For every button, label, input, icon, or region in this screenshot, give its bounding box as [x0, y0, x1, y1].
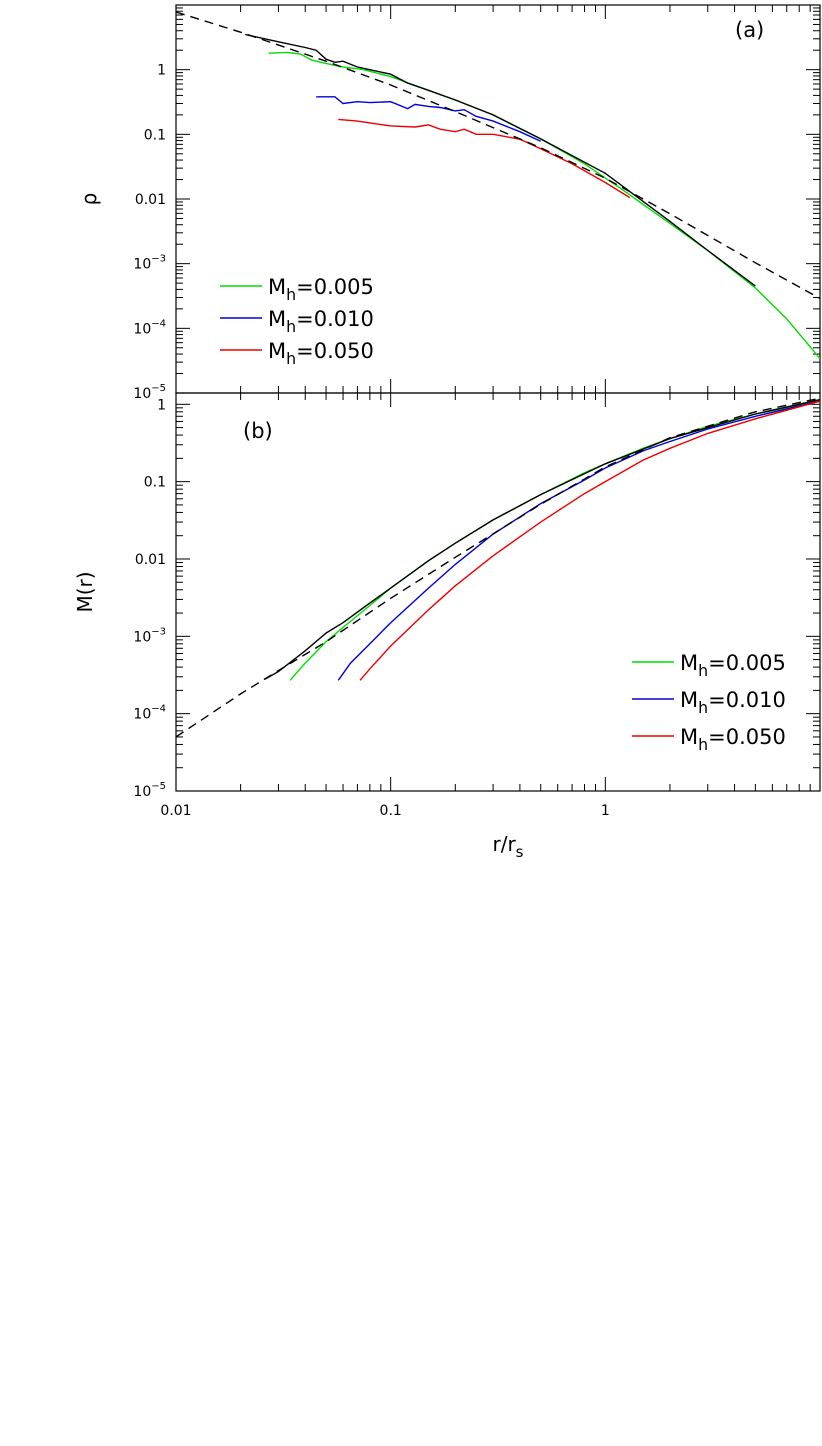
reference-curve — [264, 398, 820, 680]
mass-panel: 1 0.1 0.01 10−3 10−4 10−5 0.01 0.1 1 M(r) r/rs (b) M… — [73, 392, 821, 861]
series-line-2 — [359, 400, 820, 681]
model-curve-dashed — [176, 11, 820, 300]
y-axis-title: ρ — [77, 193, 101, 206]
y-tick-label: 0.01 — [135, 192, 166, 208]
y-tick-label: 10−5 — [133, 781, 166, 800]
x-tick-label: 0.01 — [160, 803, 191, 819]
legend-entry: Mh=0.050 — [268, 339, 374, 368]
x-tick-label: 0.1 — [380, 803, 402, 819]
legend-entry: Mh=0.050 — [680, 725, 786, 754]
series-line-2 — [338, 118, 631, 199]
series-line-0 — [289, 400, 820, 681]
y-tick-label: 1 — [157, 63, 166, 79]
series-line-1 — [337, 400, 820, 681]
series-line-1 — [316, 96, 541, 142]
panel-label: (a) — [735, 18, 764, 42]
y-tick-label: 0.1 — [144, 475, 166, 491]
legend-entry: Mh=0.010 — [268, 307, 374, 336]
legend-entry: Mh=0.005 — [680, 651, 786, 680]
legend-entry: Mh=0.010 — [680, 688, 786, 717]
x-axis-title: r/rs — [492, 832, 523, 861]
panel-label: (b) — [243, 419, 273, 443]
y-tick-label: 0.01 — [135, 552, 166, 568]
reference-curve — [245, 33, 756, 287]
y-tick-label: 10−3 — [133, 254, 166, 273]
plot-frame — [175, 392, 821, 792]
y-tick-label: 1 — [157, 397, 166, 413]
plot-frame — [175, 4, 821, 394]
y-tick-label: 10−4 — [133, 704, 166, 723]
model-curve-dashed — [176, 397, 820, 738]
y-tick-label: 0.1 — [144, 127, 166, 143]
legend-entry: Mh=0.005 — [268, 275, 374, 304]
y-axis-title: M(r) — [73, 571, 97, 612]
density-panel: 10.10.0110−310−410−5ρ(a)Mh=0.005Mh=0.010… — [77, 4, 821, 402]
y-tick-label: 10−3 — [133, 626, 166, 645]
y-tick-label: 10−4 — [133, 318, 166, 337]
x-tick-label: 1 — [601, 803, 610, 819]
